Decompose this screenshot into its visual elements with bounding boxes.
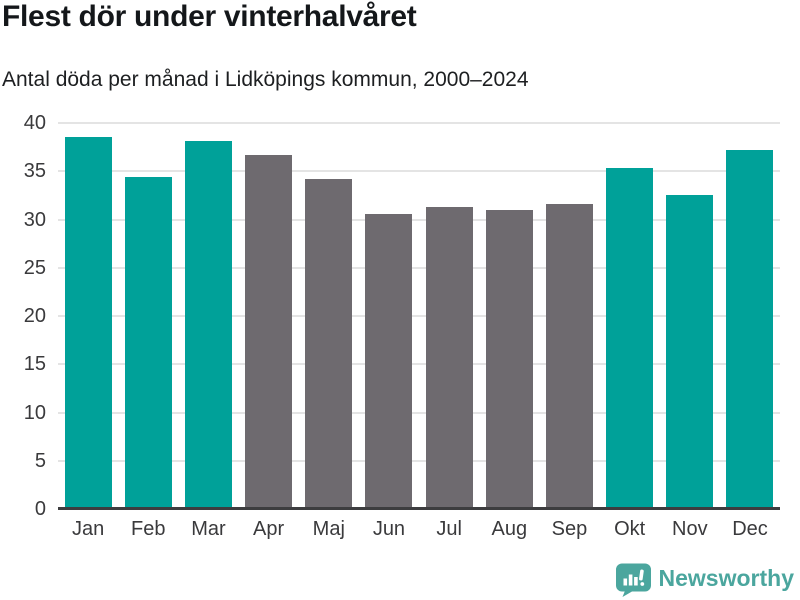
bar-mar (184, 141, 232, 509)
newsworthy-logo-text: Newsworthy (658, 565, 794, 591)
y-tick-label-5: 5 (34, 449, 46, 472)
bar-maj (305, 178, 353, 509)
bar-jun (365, 213, 413, 509)
x-tick-label-maj: Maj (312, 518, 345, 540)
gridline-y-15 (58, 363, 780, 366)
bar-dec (726, 150, 774, 509)
chart-subtitle: Antal döda per månad i Lidköpings kommun… (2, 68, 529, 91)
y-tick-label-20: 20 (23, 305, 46, 327)
bar-jul (425, 206, 473, 509)
bar-chart-plot-area (58, 122, 780, 510)
bar-okt (606, 168, 654, 509)
y-tick-label-40: 40 (23, 112, 46, 134)
gridline-y-20 (58, 315, 780, 317)
x-axis-baseline (58, 507, 780, 510)
bar-cell-jan (58, 123, 118, 509)
x-tick-label-sep: Sep (551, 518, 588, 540)
x-tick-label-mar: Mar (191, 518, 226, 540)
gridline-y-35 (58, 170, 780, 173)
x-tick-label-okt: Okt (614, 518, 646, 540)
gridline-y-30 (58, 218, 780, 221)
bar-cell-jul (419, 123, 479, 509)
bar-cell-aug (479, 123, 539, 509)
bar-cell-maj (299, 123, 359, 509)
x-axis: Jan Feb Mar Apr Maj Jun Jul Aug Sep Okt Nov Dec (58, 518, 780, 540)
x-tick-label-jul: Jul (436, 518, 462, 540)
x-tick-label-aug: Aug (491, 518, 528, 540)
bar-jan (64, 136, 112, 509)
x-tick-label-feb: Feb (131, 518, 166, 540)
y-axis: 0 5 10 15 20 25 30 35 40 (0, 113, 46, 519)
chart-title: Flest dör under vinterhalvåret (2, 0, 417, 33)
speech-bubble-bar-chart-icon (615, 563, 651, 597)
y-tick-label-0: 0 (34, 498, 46, 520)
bar-nov (666, 195, 714, 509)
x-tick-label-dec: Dec (732, 518, 768, 540)
y-tick-label-10: 10 (23, 401, 46, 424)
x-tick-label-apr: Apr (253, 518, 285, 540)
y-tick-label-35: 35 (23, 160, 46, 183)
y-tick-label-30: 30 (23, 208, 46, 231)
x-tick-label-nov: Nov (672, 518, 708, 540)
newsworthy-logo: Newsworthy (615, 563, 794, 597)
bar-apr (245, 154, 293, 509)
bar-sep (545, 204, 593, 509)
bar-cell-sep (539, 123, 599, 509)
y-tick-label-25: 25 (23, 256, 46, 279)
x-tick-label-jun: Jun (372, 518, 406, 540)
gridline-y-40 (58, 122, 780, 124)
bar-aug (485, 209, 533, 509)
gridline-y-10 (58, 411, 780, 414)
bar-cell-apr (239, 123, 299, 509)
bar-cell-dec (720, 123, 780, 509)
bar-cell-mar (178, 123, 238, 509)
y-tick-label-15: 15 (23, 353, 46, 376)
bar-cell-nov (660, 123, 720, 509)
gridline-y-5 (58, 459, 780, 462)
bar-cell-jun (359, 123, 419, 509)
x-tick-label-jan: Jan (71, 518, 105, 540)
bar-cell-feb (118, 123, 178, 509)
bar-feb (124, 177, 172, 509)
gridline-y-25 (58, 266, 780, 269)
bar-cell-okt (600, 123, 660, 509)
bar-series (58, 123, 780, 509)
